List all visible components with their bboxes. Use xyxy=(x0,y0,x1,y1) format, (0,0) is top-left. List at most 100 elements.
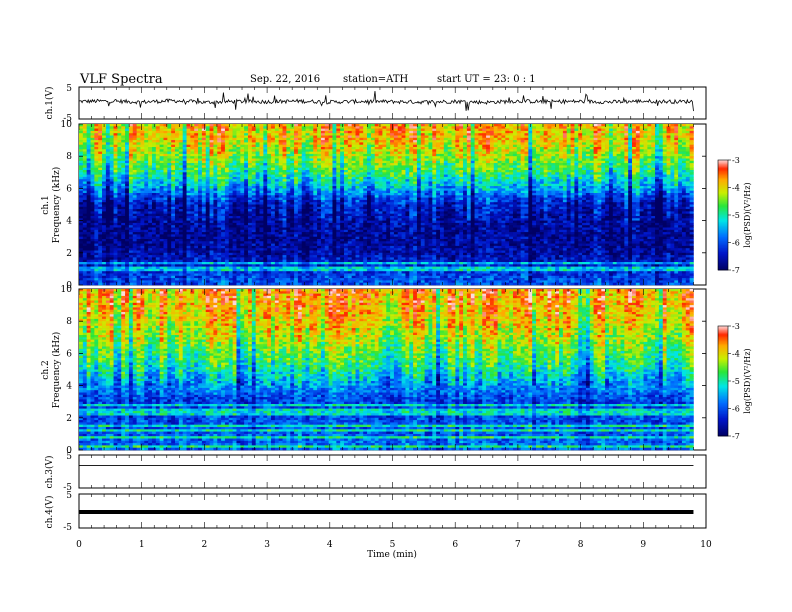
ch1-spectrogram-cell xyxy=(117,186,121,189)
ch1-spectrogram-cell xyxy=(425,182,429,185)
ch1-spectrogram-cell xyxy=(271,182,275,185)
ch1-spectrogram-cell xyxy=(260,129,264,132)
ch1-spectrogram-cell xyxy=(394,177,398,180)
ch1-spectrogram-cell xyxy=(348,154,352,157)
ch1-spectrogram-cell xyxy=(110,129,114,132)
ch1-spectrogram-cell xyxy=(471,182,475,185)
ch1-spectrogram-cell xyxy=(390,136,394,139)
ch1-spectrogram-cell xyxy=(528,177,532,180)
ch1-spectrogram-cell xyxy=(206,172,210,175)
ch1-spectrogram-cell xyxy=(647,193,651,196)
ch1-spectrogram-cell xyxy=(663,136,667,139)
ch1-spectrogram-cell xyxy=(674,156,678,159)
ch1-spectrogram-cell xyxy=(413,124,417,127)
ch1-spectrogram-cell xyxy=(91,154,95,157)
ch1-spectrogram-cell xyxy=(609,124,613,127)
ch1-spectrogram-cell xyxy=(609,172,613,175)
ch1-spectrogram-cell xyxy=(87,193,91,196)
ch1-spectrogram-cell xyxy=(471,140,475,143)
ch1-spectrogram-cell xyxy=(501,186,505,189)
ch1-spectrogram-cell xyxy=(359,177,363,180)
ch1-spectrogram-cell xyxy=(540,172,544,175)
ch1-spectrogram-cell xyxy=(202,179,206,182)
ch1-spectrogram-cell xyxy=(336,184,340,187)
ch1-spectrogram-cell xyxy=(229,184,233,187)
ch1-spectrogram-cell xyxy=(133,136,137,139)
ch1-spectrogram-cell xyxy=(213,175,217,178)
ch1-spectrogram-cell xyxy=(398,172,402,175)
ch1-spectrogram-cell xyxy=(163,147,167,150)
ch1-spectrogram-cell xyxy=(609,126,613,129)
ch1-spectrogram-cell xyxy=(409,147,413,150)
ch1-spectrogram-cell xyxy=(210,154,214,157)
ch1-spectrogram-cell xyxy=(617,152,621,155)
ch1-spectrogram-cell xyxy=(187,170,191,173)
ch1-spectrogram-cell xyxy=(651,131,655,134)
ch1-spectrogram-cell xyxy=(513,156,517,159)
ch1-spectrogram-cell xyxy=(390,147,394,150)
ch1-spectrogram-cell xyxy=(674,152,678,155)
ch1-spectrogram-cell xyxy=(486,149,490,152)
ch1-spectrogram-cell xyxy=(501,163,505,166)
ch1-spectrogram-cell xyxy=(578,191,582,194)
ch1-spectrogram-cell xyxy=(582,149,586,152)
ch1-spectrogram-cell xyxy=(682,156,686,159)
ch1-spectrogram-cell xyxy=(175,136,179,139)
ch1-spectrogram-cell xyxy=(94,172,98,175)
ch1-spectrogram-cell xyxy=(398,156,402,159)
ch1-spectrogram-cell xyxy=(106,179,110,182)
ch1-spectrogram-cell xyxy=(367,129,371,132)
ch1-spectrogram-cell xyxy=(110,182,114,185)
ch1-spectrogram-cell xyxy=(267,161,271,164)
ch1-spectrogram-cell xyxy=(190,131,194,134)
ch1-spectrogram-cell xyxy=(490,193,494,196)
ch1-spectrogram-cell xyxy=(140,172,144,175)
ch1-spectrogram-cell xyxy=(551,165,555,168)
ch1-spectrogram-cell xyxy=(283,147,287,150)
ch1-spectrogram-cell xyxy=(421,149,425,152)
ch1-spectrogram-cell xyxy=(240,184,244,187)
ch1-spectrogram-cell xyxy=(678,193,682,196)
ch1-spectrogram-cell xyxy=(160,145,164,148)
ch1-spectrogram-cell xyxy=(551,188,555,191)
ch1-spectrogram-cell xyxy=(640,193,644,196)
ch1-spectrogram-cell xyxy=(402,133,406,136)
ch1-spectrogram-cell xyxy=(98,133,102,136)
ch1-spectrogram-cell xyxy=(240,165,244,168)
ch1-spectrogram-cell xyxy=(375,168,379,171)
ch1-spectrogram-cell xyxy=(455,140,459,143)
ch1-spectrogram-cell xyxy=(478,138,482,141)
ch1-spectrogram-cell xyxy=(121,165,125,168)
ch1-spectrogram-cell xyxy=(252,154,256,157)
ch1-spectrogram-cell xyxy=(117,170,121,173)
ch1-spectrogram-cell xyxy=(690,193,694,196)
ch1-spectrogram-cell xyxy=(398,126,402,129)
ch1-spectrogram-cell xyxy=(382,193,386,196)
ch1-spectrogram-cell xyxy=(110,156,114,159)
ch1-spectrogram-cell xyxy=(667,186,671,189)
ch1-spectrogram-cell xyxy=(263,136,267,139)
ch1-spectrogram-cell xyxy=(190,182,194,185)
ch1-spectrogram-cell xyxy=(233,191,237,194)
ch1-spectrogram-cell xyxy=(144,138,148,141)
ch1-spectrogram-cell xyxy=(670,142,674,145)
ch1-spectrogram-cell xyxy=(225,193,229,196)
ch1-spectrogram-cell xyxy=(236,184,240,187)
ch1-spectrogram-cell xyxy=(475,145,479,148)
ch1-spectrogram-cell xyxy=(279,156,283,159)
ch1-spectrogram-cell xyxy=(394,136,398,139)
ch1-spectrogram-cell xyxy=(336,152,340,155)
ch1-spectrogram-cell xyxy=(582,163,586,166)
ch1-spectrogram-cell xyxy=(194,140,198,143)
ch1-spectrogram-cell xyxy=(286,159,290,162)
ch1-spectrogram-cell xyxy=(644,172,648,175)
ch1-spectrogram-cell xyxy=(559,170,563,173)
ch1-spectrogram-cell xyxy=(279,152,283,155)
ch1-spectrogram-cell xyxy=(379,161,383,164)
ch1-spectrogram-cell xyxy=(175,142,179,145)
ch1-spectrogram-cell xyxy=(359,159,363,162)
ch1-spectrogram-cell xyxy=(194,147,198,150)
ch1-spectrogram-cell xyxy=(494,188,498,191)
ch1-spectrogram-cell xyxy=(670,147,674,150)
ch1-spectrogram-cell xyxy=(394,159,398,162)
